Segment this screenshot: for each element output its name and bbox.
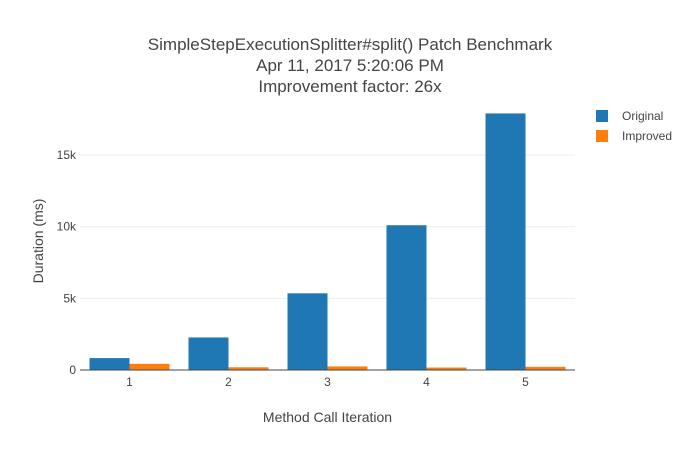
- y-tick-label: 0: [69, 363, 76, 377]
- x-tick-label: 5: [522, 375, 529, 389]
- legend-label-original: Original: [622, 109, 664, 123]
- bar-improved-4[interactable]: [426, 367, 467, 370]
- bar-original-1[interactable]: [89, 358, 130, 370]
- x-tick-label: 3: [324, 375, 331, 389]
- bar-original-5[interactable]: [485, 113, 526, 370]
- legend-item-improved[interactable]: Improved: [596, 126, 672, 146]
- chart-title-line-3: Improvement factor: 26x: [258, 77, 442, 96]
- bar-improved-1[interactable]: [129, 363, 170, 370]
- bar-original-3[interactable]: [287, 293, 328, 370]
- bar-improved-3[interactable]: [327, 366, 368, 370]
- bars: [89, 113, 566, 370]
- legend-item-original[interactable]: Original: [596, 106, 672, 126]
- y-tick-label: 10k: [57, 220, 77, 234]
- bar-improved-5[interactable]: [525, 366, 566, 370]
- legend-swatch-improved: [596, 130, 608, 142]
- bar-improved-2[interactable]: [228, 367, 269, 370]
- y-axis-title: Duration (ms): [30, 199, 46, 284]
- chart-title-line-1: SimpleStepExecutionSplitter#split() Patc…: [147, 35, 553, 54]
- x-tick-label: 2: [225, 375, 232, 389]
- x-tick-label: 4: [423, 375, 430, 389]
- y-tick-label: 15k: [57, 148, 77, 162]
- x-axis-title: Method Call Iteration: [263, 409, 392, 425]
- x-tick-label: 1: [126, 375, 133, 389]
- legend-swatch-original: [596, 110, 608, 122]
- legend-label-improved: Improved: [622, 129, 673, 143]
- chart-title: SimpleStepExecutionSplitter#split() Patc…: [0, 34, 700, 97]
- y-tick-label: 5k: [63, 291, 77, 305]
- bar-original-4[interactable]: [386, 225, 427, 370]
- tick-labels: 0 5k 10k 15k 1 2 3 4 5: [57, 148, 530, 389]
- chart-title-line-2: Apr 11, 2017 5:20:06 PM: [256, 56, 444, 75]
- legend: Original Improved: [596, 106, 672, 146]
- bar-original-2[interactable]: [188, 337, 229, 370]
